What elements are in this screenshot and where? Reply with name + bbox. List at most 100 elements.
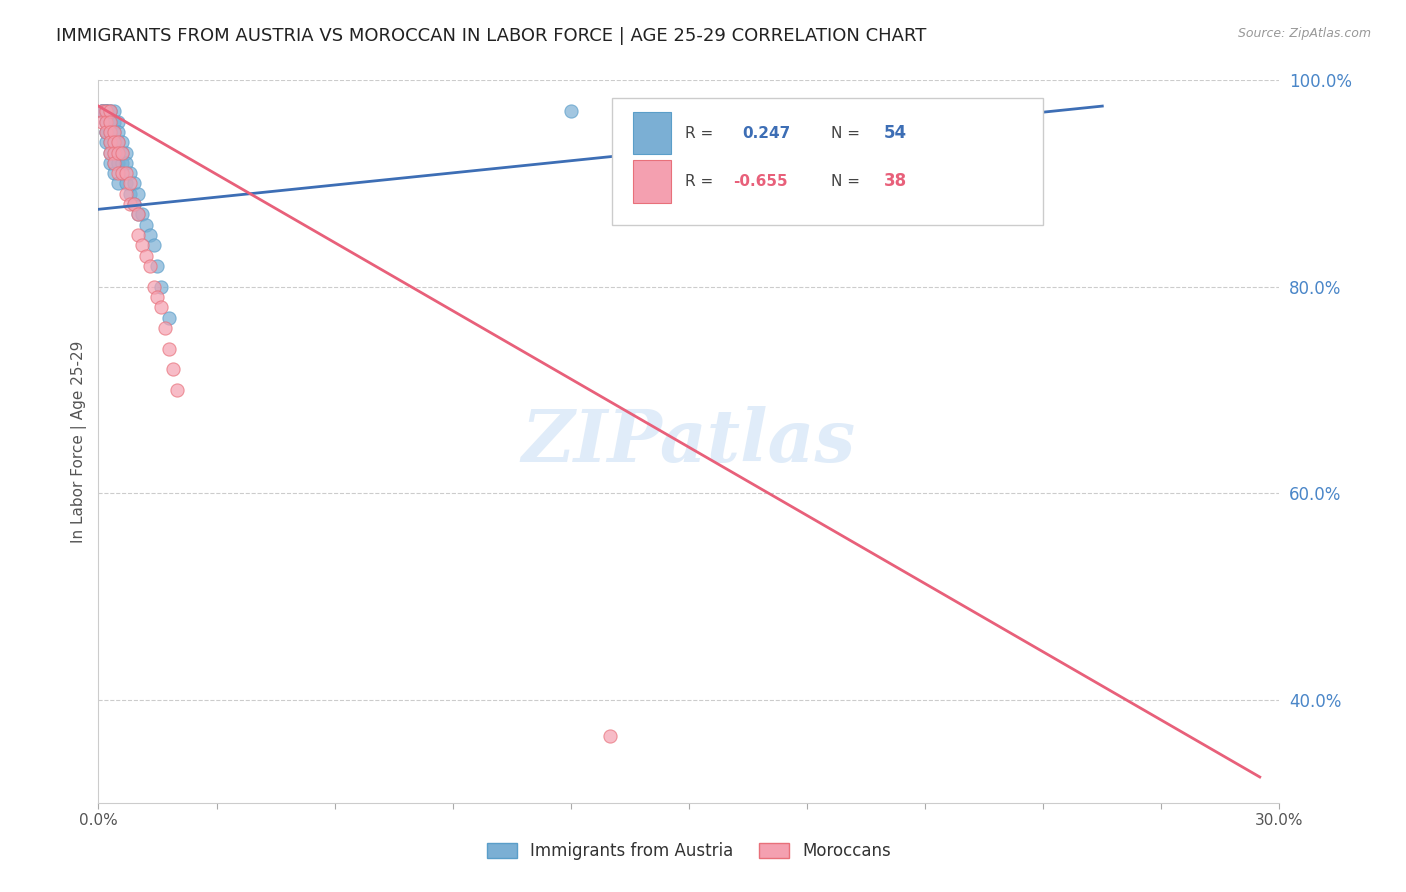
Point [96,125,118,139]
Point [103,156,125,170]
Point [115,186,138,201]
Point [127,228,149,243]
FancyBboxPatch shape [612,98,1043,225]
Point [103,104,125,119]
Point [560,104,582,119]
Point [98,104,121,119]
Point [111,145,134,160]
Point [115,145,138,160]
Point [98,114,121,128]
Point [98,156,121,170]
Text: 0.247: 0.247 [742,126,790,141]
Text: 54: 54 [884,124,907,142]
Point [111,135,134,149]
Point [96,114,118,128]
Point [96,104,118,119]
Point [98,104,121,119]
Point [103,114,125,128]
Point [658,811,681,825]
Point [122,197,145,211]
Point [157,310,180,325]
Text: 38: 38 [884,172,907,190]
Point [118,197,141,211]
Point [96,104,118,119]
Point [98,114,121,128]
Point [98,114,121,128]
Point [96,104,118,119]
Point [107,125,129,139]
Point [142,279,165,293]
Point [138,228,160,243]
Point [98,125,121,139]
Point [146,259,169,273]
Point [118,177,141,191]
Point [599,729,621,743]
Point [146,290,169,304]
Point [131,238,153,252]
FancyBboxPatch shape [634,112,671,154]
Point [96,114,118,128]
Y-axis label: In Labor Force | Age 25-29: In Labor Force | Age 25-29 [72,341,87,542]
Text: Source: ZipAtlas.com: Source: ZipAtlas.com [1237,27,1371,40]
Point [103,166,125,180]
Point [103,145,125,160]
Point [96,125,118,139]
Point [91,104,114,119]
Point [91,114,114,128]
Point [98,145,121,160]
Point [138,259,160,273]
Point [103,145,125,160]
Point [111,145,134,160]
Point [118,186,141,201]
Point [115,156,138,170]
Point [98,104,121,119]
Legend: Immigrants from Austria, Moroccans: Immigrants from Austria, Moroccans [481,836,897,867]
Point [91,104,114,119]
Text: ZIPatlas: ZIPatlas [522,406,856,477]
Point [150,301,173,315]
Point [107,145,129,160]
Point [103,125,125,139]
Text: R =: R = [685,174,714,189]
Point [107,145,129,160]
Point [96,104,118,119]
Point [107,177,129,191]
Point [98,125,121,139]
Point [91,104,114,119]
Text: N =: N = [831,126,859,141]
Point [127,186,149,201]
Point [103,156,125,170]
Point [155,321,177,335]
Point [122,197,145,211]
Point [103,135,125,149]
Point [107,114,129,128]
Point [115,166,138,180]
Point [135,249,157,263]
Point [103,135,125,149]
Point [98,145,121,160]
Point [131,207,153,221]
FancyBboxPatch shape [634,161,671,202]
Point [107,135,129,149]
Point [107,166,129,180]
Point [127,207,149,221]
Point [98,135,121,149]
Point [96,104,118,119]
Point [111,156,134,170]
Point [107,135,129,149]
Point [103,125,125,139]
Point [111,166,134,180]
Point [150,279,173,293]
Text: -0.655: -0.655 [733,174,787,189]
Point [142,238,165,252]
Point [127,207,149,221]
Text: IMMIGRANTS FROM AUSTRIA VS MOROCCAN IN LABOR FORCE | AGE 25-29 CORRELATION CHART: IMMIGRANTS FROM AUSTRIA VS MOROCCAN IN L… [56,27,927,45]
Point [107,156,129,170]
Point [162,362,184,376]
Point [91,104,114,119]
Point [157,342,180,356]
Point [122,177,145,191]
Point [135,218,157,232]
Point [166,383,188,397]
Text: R =: R = [685,126,714,141]
